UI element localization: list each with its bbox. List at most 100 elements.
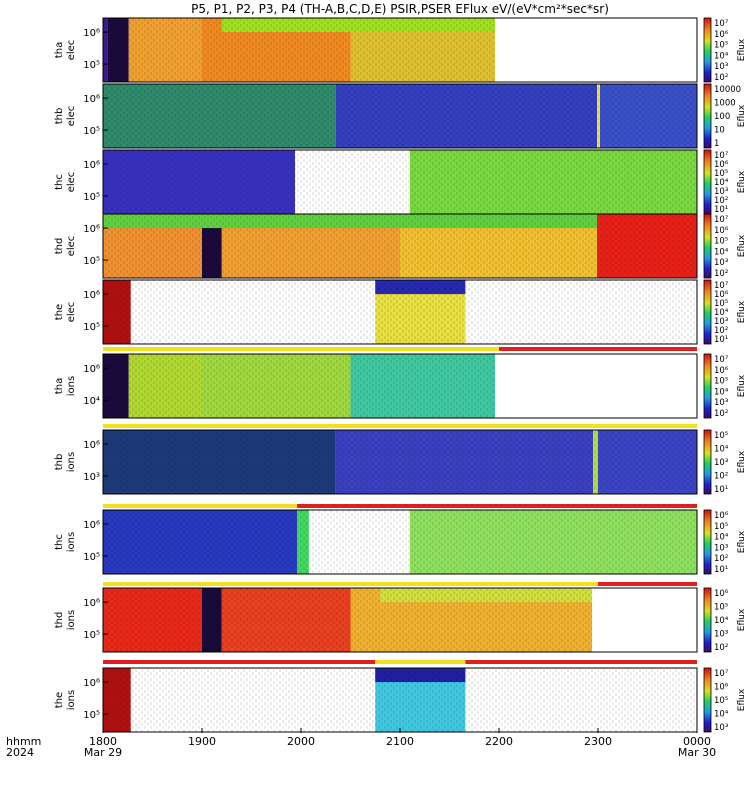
colorbar-tick-label: 10² bbox=[714, 643, 728, 653]
colorbar-tick-label: 10³ bbox=[714, 458, 728, 468]
colorbar-tick-label: 10⁶ bbox=[714, 589, 729, 599]
footer-unit-label: hhmm bbox=[6, 735, 41, 748]
y-tick-label: 10⁶ bbox=[83, 160, 100, 171]
colorbar-tick-label: 10000 bbox=[714, 85, 741, 95]
panel-thb-ions: 10⁶ 10³ thb ions 10⁵ 10⁴ 10³ 10² 10¹ Eflux bbox=[54, 429, 747, 495]
colorbar-tick-label: 10⁶ bbox=[714, 226, 729, 236]
panel-species-label: ions bbox=[66, 690, 77, 710]
panel-probe-label: the bbox=[54, 304, 65, 320]
panel-texture bbox=[103, 354, 496, 418]
colorbar-label: Eflux bbox=[737, 104, 747, 127]
mode-bar bbox=[103, 424, 697, 428]
colorbar bbox=[703, 509, 712, 575]
colorbar-tick-label: 10⁷ bbox=[714, 669, 729, 679]
figure-title: P5, P1, P2, P3, P4 (TH-A,B,C,D,E) PSIR,P… bbox=[191, 2, 609, 16]
panel-texture bbox=[103, 84, 697, 148]
panel-species-label: ions bbox=[66, 610, 77, 630]
panel-frame bbox=[102, 83, 698, 149]
panel-thb-elec: 10⁶ 10⁵ thb elec 10000 1000 100 10 1 Eflux bbox=[54, 83, 747, 149]
panel-species-label: ions bbox=[66, 376, 77, 396]
x-tick-label: 2200 bbox=[485, 735, 513, 748]
y-tick-label: 10⁵ bbox=[83, 552, 100, 563]
colorbar-tick-label: 10 bbox=[714, 126, 725, 136]
x-tick-label: 1800 bbox=[89, 735, 117, 748]
colorbar-tick-label: 10¹ bbox=[714, 565, 728, 575]
x-tick-label: 0000 bbox=[683, 735, 711, 748]
colorbar-tick-label: 10³ bbox=[714, 317, 728, 327]
colorbar-tick-label: 10² bbox=[714, 196, 728, 206]
colorbar-label: Eflux bbox=[737, 530, 747, 553]
colorbar-label: Eflux bbox=[737, 234, 747, 257]
colorbar-tick-label: 10⁵ bbox=[714, 431, 728, 441]
panel-species-label: ions bbox=[66, 452, 77, 472]
mode-bar-segment bbox=[103, 504, 298, 508]
colorbar-tick-label: 10⁴ bbox=[714, 616, 729, 626]
colorbar bbox=[703, 279, 712, 345]
mode-bar-segment bbox=[375, 660, 466, 664]
colorbar bbox=[703, 83, 712, 149]
x-tick-date-label: Mar 30 bbox=[678, 746, 716, 759]
colorbar-tick-label: 10⁶ bbox=[714, 683, 729, 693]
colorbar-tick-label: 10⁶ bbox=[714, 366, 729, 376]
colorbar-tick-label: 10² bbox=[714, 269, 728, 279]
colorbar-tick-label: 1000 bbox=[714, 99, 736, 109]
colorbar-tick-label: 10⁵ bbox=[714, 377, 728, 387]
x-tick-label: 2100 bbox=[386, 735, 414, 748]
panel-texture bbox=[103, 430, 697, 494]
x-tick-label: 1900 bbox=[188, 735, 216, 748]
colorbar bbox=[703, 213, 712, 279]
y-tick-label: 10⁶ bbox=[83, 224, 100, 235]
colorbar-tick-label: 10³ bbox=[714, 723, 728, 733]
colorbar-tick-label: 10¹ bbox=[714, 335, 728, 345]
y-tick-label: 10⁶ bbox=[83, 364, 100, 375]
colorbar-tick-label: 10⁴ bbox=[714, 247, 729, 257]
panel-frame bbox=[102, 587, 698, 653]
colorbar-tick-label: 10⁷ bbox=[714, 215, 729, 225]
panel-texture bbox=[103, 150, 697, 214]
colorbar-tick-label: 10³ bbox=[714, 258, 728, 268]
y-tick-label: 10⁵ bbox=[83, 630, 100, 641]
colorbar-label: Eflux bbox=[737, 688, 747, 711]
colorbar-label: Eflux bbox=[737, 374, 747, 397]
colorbar-tick-label: 10⁷ bbox=[714, 151, 729, 161]
panel-probe-label: thc bbox=[54, 534, 65, 550]
panel-probe-label: tha bbox=[54, 378, 65, 394]
mode-bar-segment bbox=[297, 504, 697, 508]
colorbar-tick-label: 10³ bbox=[714, 187, 728, 197]
panel-thd-ions: 10⁶ 10⁵ thd ions 10⁶ 10⁵ 10⁴ 10³ 10² Eflux bbox=[54, 587, 747, 653]
colorbar bbox=[703, 149, 712, 215]
colorbar-tick-label: 10⁴ bbox=[714, 308, 729, 318]
panel-the-ions: 10⁶ 10⁵ the ions 10⁷ 10⁶ 10⁵ 10⁴ 10³ Eflux bbox=[54, 667, 747, 733]
colorbar-tick-label: 10³ bbox=[714, 62, 728, 72]
colorbar-tick-label: 10⁵ bbox=[714, 696, 728, 706]
mode-bar-segment bbox=[103, 424, 697, 428]
colorbar-tick-label: 1 bbox=[714, 139, 719, 149]
panel-species-label: elec bbox=[66, 40, 77, 61]
colorbar-tick-label: 10² bbox=[714, 73, 728, 83]
panel-texture bbox=[103, 18, 496, 82]
colorbar-tick-label: 10¹ bbox=[714, 205, 728, 215]
panel-texture bbox=[103, 668, 697, 732]
colorbar-tick-label: 10⁷ bbox=[714, 355, 729, 365]
colorbar-tick-label: 10⁵ bbox=[714, 299, 728, 309]
colorbar bbox=[703, 353, 712, 419]
y-tick-label: 10⁴ bbox=[83, 396, 100, 407]
colorbar-tick-label: 10¹ bbox=[714, 485, 728, 495]
colorbar-tick-label: 10⁴ bbox=[714, 710, 729, 720]
panel-species-label: elec bbox=[66, 106, 77, 127]
mode-bar-segment bbox=[598, 582, 697, 586]
panel-frame bbox=[102, 279, 698, 345]
mode-bar bbox=[103, 582, 697, 586]
panel-species-label: elec bbox=[66, 302, 77, 323]
colorbar-tick-label: 10⁵ bbox=[714, 237, 728, 247]
y-tick-label: 10⁵ bbox=[83, 192, 100, 203]
mode-bar bbox=[103, 347, 697, 351]
panel-texture bbox=[103, 280, 697, 344]
panel-frame bbox=[102, 353, 698, 419]
